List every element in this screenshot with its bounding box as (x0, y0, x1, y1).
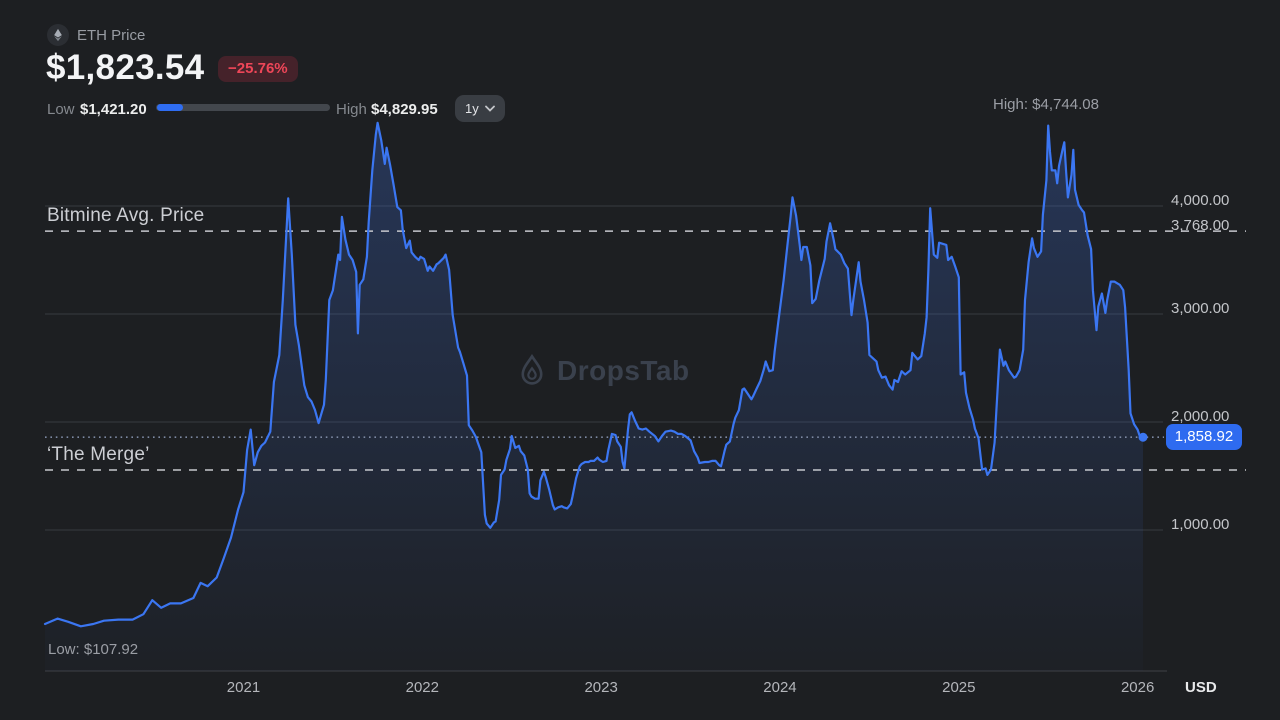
x-axis-year-label: 2026 (1120, 679, 1155, 696)
low-value: $1,421.20 (80, 101, 147, 118)
currency-label: USD (1185, 679, 1217, 696)
time-range-dropdown[interactable]: 1y (455, 95, 505, 122)
y-axis-price-label: 4,000.00 (1171, 192, 1230, 209)
chevron-down-icon (484, 105, 495, 112)
current-price-axis-badge: 1,858.92 (1166, 424, 1242, 451)
coin-title: ETH Price (77, 27, 146, 44)
y-axis-price-label: 1,000.00 (1171, 516, 1230, 533)
current-price-headline: $1,823.54 (46, 48, 205, 87)
low-label: Low (47, 101, 75, 118)
y-axis-price-label: 3,000.00 (1171, 300, 1230, 317)
high-value: $4,829.95 (371, 101, 438, 118)
period-low-annotation: Low: $107.92 (48, 641, 139, 658)
x-axis-year-label: 2021 (226, 679, 261, 696)
x-axis-year-label: 2022 (405, 679, 439, 696)
price-range-slider-fill (157, 104, 183, 111)
x-axis-year-label: 2025 (942, 679, 976, 696)
bitmine-avg-price-label: Bitmine Avg. Price (47, 205, 205, 227)
price-change-badge: −25.76% (218, 56, 298, 82)
eth-logo-icon (47, 24, 69, 46)
dropstab-watermark-text: DropsTab (557, 355, 690, 386)
time-range-value: 1y (465, 101, 479, 116)
high-label: High (336, 101, 367, 118)
x-axis-year-label: 2024 (763, 679, 797, 696)
period-high-annotation: High: $4,744.08 (993, 96, 1099, 113)
the-merge-label: ‘The Merge’ (47, 443, 150, 465)
y-axis-price-label: 3,768.00 (1171, 217, 1230, 235)
dropstab-watermark: DropsTab (519, 354, 690, 388)
y-axis-price-label: 2,000.00 (1171, 408, 1230, 425)
dropstab-droplet-icon (519, 354, 545, 388)
x-axis-year-label: 2023 (584, 679, 618, 696)
price-range-slider[interactable] (156, 104, 330, 111)
